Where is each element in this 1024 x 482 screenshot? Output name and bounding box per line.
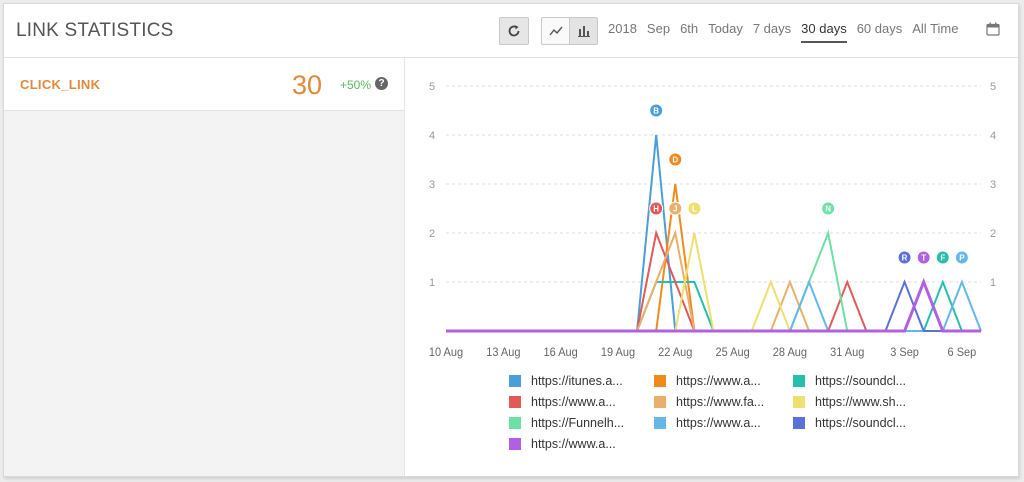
series-marker-label: D: [672, 156, 678, 165]
legend-label: https://www.sh...: [815, 395, 907, 409]
legend-label: https://soundcl...: [815, 416, 907, 430]
range-tab-all-time[interactable]: All Time: [912, 21, 959, 36]
page-title: LINK STATISTICS: [16, 20, 174, 41]
legend-item[interactable]: https://itunes.a...: [509, 374, 623, 388]
range-tab-2018[interactable]: 2018: [608, 21, 637, 36]
x-tick-label: 28 Aug: [773, 347, 807, 359]
series-line: [446, 277, 981, 333]
series-marker: [668, 201, 683, 216]
series-marker-label: R: [902, 254, 908, 263]
range-tab-7-days[interactable]: 7 days: [752, 21, 792, 36]
header: LINK STATISTICS 2018 Sep 6th Today 7 days 30 …: [4, 4, 1018, 58]
series-marker-label: F: [940, 254, 945, 263]
legend-item[interactable]: https://soundcl...: [793, 416, 906, 430]
series-marker-label: B: [653, 107, 659, 116]
x-tick-label: 25 Aug: [715, 347, 749, 359]
x-tick-label: 13 Aug: [486, 347, 520, 359]
refresh-button[interactable]: [499, 17, 529, 45]
series-marker-label: N: [825, 205, 831, 214]
series-marker: [668, 152, 683, 167]
y-tick-label-right: 1: [990, 277, 996, 289]
legend-swatch: [793, 375, 805, 387]
date-range-tabs: 2018 Sep 6th Today 7 days 30 days 60 days All T…: [608, 21, 968, 43]
series-line: [446, 279, 981, 332]
bar-chart-button[interactable]: [569, 17, 598, 45]
series-marker: [821, 201, 836, 216]
legend-swatch: [654, 375, 666, 387]
series-marker: [687, 201, 702, 216]
x-tick-label: 3 Sep: [890, 347, 919, 359]
y-tick-label-right: 5: [990, 81, 996, 93]
series-marker-label: P: [959, 254, 965, 263]
series-marker-label: H: [653, 205, 659, 214]
legend-swatch: [654, 396, 666, 408]
series-marker: [954, 250, 969, 265]
legend-swatch: [509, 396, 521, 408]
legend-label: https://www.a...: [676, 416, 761, 430]
legend-label: https://www.a...: [531, 437, 616, 451]
legend-item[interactable]: https://soundcl...: [793, 374, 906, 388]
x-tick-label: 22 Aug: [658, 347, 692, 359]
line-chart-button[interactable]: [541, 17, 570, 45]
range-tab-6th[interactable]: 6th: [680, 21, 699, 36]
legend-label: https://Funnelh...: [531, 416, 625, 430]
series-marker-label: L: [692, 205, 697, 214]
legend-label: https://itunes.a...: [531, 374, 623, 388]
metrics-list: CLICK_LINK 30 +50% ?: [4, 58, 405, 476]
series-marker: [916, 250, 931, 265]
legend-swatch: [793, 396, 805, 408]
legend-item[interactable]: https://www.a...: [654, 416, 761, 430]
legend-label: https://soundcl...: [815, 374, 907, 388]
legend-label: https://www.a...: [676, 374, 761, 388]
metric-value: 30: [292, 70, 323, 100]
y-tick-label-right: 4: [990, 130, 996, 142]
series-marker: [897, 250, 912, 265]
y-tick-label-right: 2: [990, 228, 996, 240]
legend-swatch: [509, 375, 521, 387]
refresh-icon: [508, 25, 520, 37]
range-tab-sep[interactable]: Sep: [646, 21, 671, 36]
x-tick-label: 19 Aug: [601, 347, 635, 359]
metric-name: CLICK_LINK: [20, 77, 101, 92]
calendar-icon[interactable]: [986, 22, 1000, 36]
link-statistics-panel: LINK STATISTICS 2018 Sep 6th Today 7 days 30 …: [3, 3, 1019, 477]
legend-item[interactable]: https://www.sh...: [793, 395, 906, 409]
y-tick-label-left: 5: [429, 81, 435, 93]
series-marker: [649, 201, 664, 216]
bar-chart-icon: [577, 26, 590, 37]
y-tick-label-left: 2: [429, 228, 435, 240]
x-tick-label: 16 Aug: [544, 347, 578, 359]
line-chart-icon: [548, 26, 563, 36]
legend-swatch: [654, 417, 666, 429]
legend-item[interactable]: https://www.a...: [509, 395, 616, 409]
series-marker-label: J: [673, 205, 677, 214]
metric-row-click-link[interactable]: CLICK_LINK 30 +50% ?: [4, 58, 404, 111]
help-icon[interactable]: ?: [375, 77, 388, 90]
legend-swatch: [509, 438, 521, 450]
series-marker: [935, 250, 950, 265]
range-tab-30-days[interactable]: 30 days: [801, 21, 847, 43]
y-tick-label-right: 3: [990, 179, 996, 191]
series-marker-label: T: [921, 254, 926, 263]
metric-change: +50%: [340, 78, 372, 92]
legend-label: https://www.a...: [531, 395, 616, 409]
legend-swatch: [793, 417, 805, 429]
series-marker: [649, 103, 664, 118]
legend-item[interactable]: https://www.a...: [654, 374, 761, 388]
y-tick-label-left: 3: [429, 179, 435, 191]
y-tick-label-left: 4: [429, 130, 435, 142]
line-chart: 1 1 2 2 3 3 4 4 5 5 10 Aug 13 Aug 16 Aug 19 Aug 22 Aug…: [429, 81, 996, 359]
legend-item[interactable]: https://www.a...: [509, 437, 616, 451]
x-tick-label: 6 Sep: [948, 347, 977, 359]
legend-label: https://www.fa...: [676, 395, 765, 409]
legend-item[interactable]: https://Funnelh...: [509, 416, 624, 430]
x-tick-label: 10 Aug: [429, 347, 463, 359]
legend-item[interactable]: https://www.fa...: [654, 395, 764, 409]
x-tick-label: 31 Aug: [830, 347, 864, 359]
range-tab-60-days[interactable]: 60 days: [856, 21, 903, 36]
y-tick-label-left: 1: [429, 277, 435, 289]
legend-swatch: [509, 417, 521, 429]
range-tab-today[interactable]: Today: [708, 21, 743, 36]
